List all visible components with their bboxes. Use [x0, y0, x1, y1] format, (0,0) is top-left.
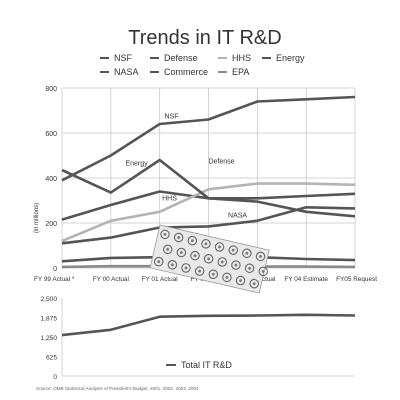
pattern-dot	[261, 270, 265, 273]
pattern-ring	[258, 266, 268, 277]
pattern-ring	[244, 263, 255, 274]
legend-label-total-it-r-d: Total IT R&D	[181, 360, 232, 370]
legend-label-nsf: NSF	[114, 53, 133, 63]
pattern-ring	[255, 251, 266, 262]
chart-title: Trends in IT R&D	[128, 27, 281, 49]
pattern-dot	[239, 279, 242, 282]
xtick-fy-00-actual: FY 00 Actual	[93, 276, 129, 283]
pattern-dot	[204, 242, 208, 246]
pattern-dot	[170, 263, 174, 267]
bottom-ytick-1-250: 1,250	[40, 335, 57, 342]
pattern-dot	[252, 282, 256, 286]
top-ytick-0: 0	[53, 266, 57, 273]
pattern-dot	[211, 272, 215, 276]
legend-label-epa: EPA	[232, 67, 249, 77]
pattern-ring	[249, 278, 259, 289]
pattern-ring	[190, 250, 200, 261]
bottom-ytick-1-875: 1,875	[40, 316, 57, 323]
pattern-dot	[231, 248, 235, 252]
pattern-dot	[259, 255, 262, 258]
pattern-dot	[177, 236, 181, 239]
pattern-ring	[167, 260, 178, 270]
series-line-total-it-r-d	[61, 313, 356, 337]
series-line-energy	[61, 158, 356, 218]
xtick-fy-99-actual: FY 99 Actual *	[34, 276, 75, 283]
pattern-dot	[193, 254, 197, 258]
pattern-dot	[198, 269, 202, 273]
xtick-fy05-request: FY05 Request	[336, 276, 377, 283]
pattern-dot	[220, 260, 224, 264]
pattern-ring	[214, 242, 225, 252]
pattern-ring	[242, 248, 252, 259]
top-ylabel: (in millions)	[34, 203, 40, 233]
pattern-ring	[228, 245, 238, 255]
legend-label-defense: Defense	[164, 53, 198, 63]
pattern-dot	[218, 245, 221, 249]
pattern-dot	[163, 232, 167, 236]
series-line-nasa	[61, 206, 356, 245]
pattern-ring	[187, 235, 198, 246]
pattern-ring	[162, 244, 173, 255]
pattern-ring	[201, 239, 211, 249]
pattern-overlay-image	[149, 224, 270, 294]
annotation-nsf: NSF	[165, 113, 179, 120]
annotation-defense: Defense	[209, 158, 235, 165]
source-note: Source: OMB Statistical Analysis of Pres…	[36, 386, 199, 391]
bottom-ytick-2-500: 2,500	[40, 296, 57, 303]
series-line-nsf	[61, 95, 356, 182]
annotation-hhs: HHS	[162, 196, 177, 203]
pattern-ring	[181, 263, 191, 273]
pattern-ring	[235, 275, 246, 286]
pattern-dot	[245, 251, 249, 255]
pattern-ring	[231, 260, 241, 270]
pattern-dot	[234, 263, 238, 267]
pattern-ring	[203, 254, 214, 264]
annotation-nasa: NASA	[228, 212, 247, 219]
bottom-ytick-0: 0	[53, 374, 57, 381]
legend-label-nasa: NASA	[114, 67, 139, 77]
pattern-dot	[184, 266, 188, 270]
pattern-ring	[194, 266, 205, 276]
pattern-dot	[157, 260, 161, 264]
pattern-dot	[207, 257, 211, 261]
pattern-ring	[173, 232, 184, 243]
legend-label-energy: Energy	[276, 53, 305, 63]
pattern-ring	[176, 247, 187, 258]
pattern-dot	[248, 266, 251, 270]
xtick-fy-04-estimate: FY 04 Estimate	[284, 276, 328, 283]
xtick-fy-01-actual: FY 01 Actual	[142, 276, 178, 283]
pattern-dot	[166, 247, 170, 251]
top-ytick-600: 600	[45, 131, 57, 138]
pattern-dot	[190, 239, 194, 243]
legend-label-commerce: Commerce	[164, 67, 208, 77]
top-ytick-400: 400	[45, 176, 57, 183]
top-ytick-800: 800	[45, 86, 57, 93]
pattern-dot	[179, 251, 183, 254]
pattern-ring	[217, 257, 228, 267]
pattern-ring	[153, 256, 164, 267]
pattern-dot	[225, 275, 229, 279]
top-ytick-200: 200	[45, 221, 57, 228]
pattern-ring	[160, 229, 170, 240]
legend-label-hhs: HHS	[232, 53, 251, 63]
series-line-hhs	[61, 182, 356, 243]
top-legend: NSF Defense HHS Energy NASA Commerce EPA	[100, 53, 305, 77]
bottom-ytick-625: 625	[46, 355, 57, 362]
pattern-ring	[208, 269, 219, 279]
annotation-energy: Energy	[125, 161, 148, 168]
pattern-ring	[222, 272, 232, 283]
bottom-chart: 0 625 1,250 1,875 2,500 Total IT R&D	[40, 296, 356, 381]
